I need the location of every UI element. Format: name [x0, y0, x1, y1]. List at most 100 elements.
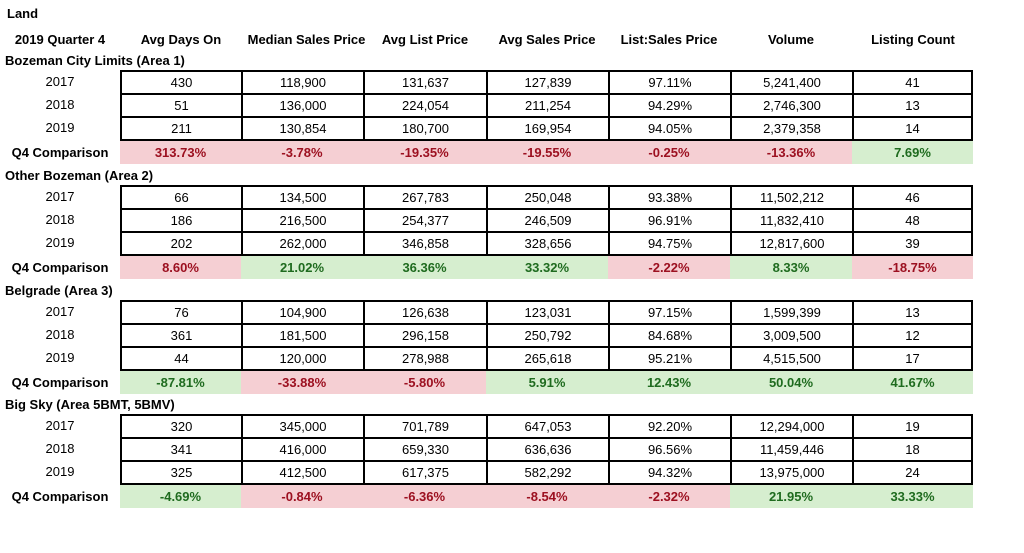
table-cell: 345,000	[241, 414, 363, 437]
comparison-cell: -0.25%	[608, 141, 730, 164]
row-year-label: 2019	[45, 464, 75, 479]
row-year-label: 2018	[45, 212, 75, 227]
table-cell: 96.56%	[608, 437, 730, 460]
row-year-label: 2017	[45, 189, 75, 204]
comparison-cell: -19.35%	[363, 141, 486, 164]
table-row: 2017 66 134,500 267,783 250,048 93.38% 11,502,…	[0, 185, 1024, 208]
report-title: Land	[7, 6, 39, 21]
table-row: 2019 325 412,500 617,375 582,292 94.32% 13,975…	[0, 460, 1024, 485]
comparison-cell: 33.32%	[486, 256, 608, 279]
table-cell: 659,330	[363, 437, 486, 460]
table-cell: 123,031	[486, 300, 608, 323]
table-cell: 13	[852, 93, 973, 116]
table-cell: 120,000	[241, 346, 363, 371]
comparison-cell: 50.04%	[730, 371, 852, 394]
table-cell: 2,746,300	[730, 93, 852, 116]
table-cell: 97.15%	[608, 300, 730, 323]
comparison-label: Q4 Comparison	[11, 375, 109, 390]
row-year-label: 2018	[45, 97, 75, 112]
table-cell: 186	[120, 208, 241, 231]
row-year-label: 2019	[45, 120, 75, 135]
table-cell: 3,009,500	[730, 323, 852, 346]
table-cell: 94.32%	[608, 460, 730, 485]
table-cell: 12	[852, 323, 973, 346]
table-cell: 647,053	[486, 414, 608, 437]
table-cell: 430	[120, 70, 241, 93]
comparison-cell: 8.33%	[730, 256, 852, 279]
row-year-label: 2017	[45, 418, 75, 433]
table-cell: 11,832,410	[730, 208, 852, 231]
table-cell: 250,792	[486, 323, 608, 346]
table-cell: 328,656	[486, 231, 608, 256]
comparison-cell: 12.43%	[608, 371, 730, 394]
table-cell: 97.11%	[608, 70, 730, 93]
table-cell: 181,500	[241, 323, 363, 346]
table-cell: 94.75%	[608, 231, 730, 256]
table-cell: 44	[120, 346, 241, 371]
header-col-5: List:Sales Price	[620, 32, 718, 47]
table-cell: 84.68%	[608, 323, 730, 346]
table-cell: 216,500	[241, 208, 363, 231]
section-title: Belgrade (Area 3)	[5, 283, 113, 298]
table-cell: 320	[120, 414, 241, 437]
table-cell: 17	[852, 346, 973, 371]
table-cell: 1,599,399	[730, 300, 852, 323]
table-cell: 12,817,600	[730, 231, 852, 256]
table-cell: 131,637	[363, 70, 486, 93]
table-cell: 361	[120, 323, 241, 346]
comparison-cell: -2.32%	[608, 485, 730, 508]
table-cell: 94.29%	[608, 93, 730, 116]
comparison-cell: -5.80%	[363, 371, 486, 394]
comparison-cell: 7.69%	[852, 141, 973, 164]
table-cell: 11,502,212	[730, 185, 852, 208]
table-cell: 51	[120, 93, 241, 116]
row-year-label: 2018	[45, 327, 75, 342]
table-cell: 250,048	[486, 185, 608, 208]
table-cell: 19	[852, 414, 973, 437]
comparison-cell: 33.33%	[852, 485, 973, 508]
table-cell: 265,618	[486, 346, 608, 371]
comparison-row: Q4 Comparison -87.81% -33.88% -5.80% 5.91% 12…	[0, 371, 1024, 394]
table-cell: 127,839	[486, 70, 608, 93]
table-cell: 95.21%	[608, 346, 730, 371]
table-cell: 104,900	[241, 300, 363, 323]
table-cell: 92.20%	[608, 414, 730, 437]
header-period: 2019 Quarter 4	[14, 32, 106, 47]
table-cell: 41	[852, 70, 973, 93]
header-col-2: Median Sales Price	[247, 32, 366, 47]
section-title: Bozeman City Limits (Area 1)	[5, 53, 185, 68]
table-cell: 211	[120, 116, 241, 141]
table-row: 2019 211 130,854 180,700 169,954 94.05% 2,379,…	[0, 116, 1024, 141]
table-cell: 46	[852, 185, 973, 208]
table-cell: 93.38%	[608, 185, 730, 208]
table-cell: 4,515,500	[730, 346, 852, 371]
header-col-6: Volume	[768, 32, 814, 47]
table-cell: 582,292	[486, 460, 608, 485]
table-cell: 701,789	[363, 414, 486, 437]
table-cell: 346,858	[363, 231, 486, 256]
comparison-cell: -19.55%	[486, 141, 608, 164]
table-cell: 254,377	[363, 208, 486, 231]
comparison-cell: -13.36%	[730, 141, 852, 164]
table-cell: 94.05%	[608, 116, 730, 141]
row-year-label: 2019	[45, 350, 75, 365]
row-year-label: 2017	[45, 74, 75, 89]
table-cell: 24	[852, 460, 973, 485]
comparison-row: Q4 Comparison 313.73% -3.78% -19.35% -19.55%…	[0, 141, 1024, 164]
table-cell: 96.91%	[608, 208, 730, 231]
table-row: 2018 51 136,000 224,054 211,254 94.29% 2,746,3…	[0, 93, 1024, 116]
table-cell: 11,459,446	[730, 437, 852, 460]
table-cell: 13,975,000	[730, 460, 852, 485]
table-cell: 278,988	[363, 346, 486, 371]
table-cell: 48	[852, 208, 973, 231]
table-cell: 636,636	[486, 437, 608, 460]
comparison-cell: -6.36%	[363, 485, 486, 508]
table-cell: 617,375	[363, 460, 486, 485]
comparison-cell: 313.73%	[120, 141, 241, 164]
table-row: 2019 202 262,000 346,858 328,656 94.75% 12,817…	[0, 231, 1024, 256]
comparison-cell: 21.95%	[730, 485, 852, 508]
table-cell: 262,000	[241, 231, 363, 256]
comparison-cell: -0.84%	[241, 485, 363, 508]
table-cell: 12,294,000	[730, 414, 852, 437]
